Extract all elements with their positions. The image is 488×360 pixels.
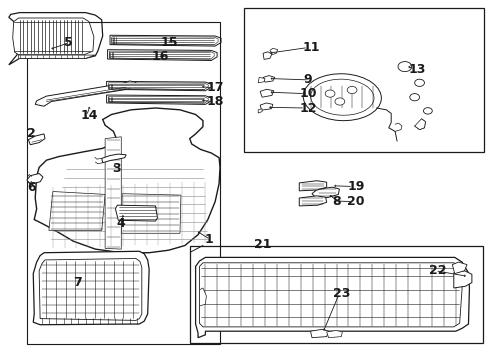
Polygon shape — [102, 154, 126, 163]
Polygon shape — [260, 103, 272, 110]
Text: 16: 16 — [151, 50, 169, 63]
Polygon shape — [108, 96, 208, 103]
Circle shape — [423, 108, 431, 114]
Polygon shape — [414, 119, 425, 130]
Ellipse shape — [303, 74, 381, 121]
Polygon shape — [260, 89, 273, 97]
Polygon shape — [326, 330, 342, 338]
Polygon shape — [13, 18, 94, 55]
Polygon shape — [106, 95, 211, 104]
Text: 20: 20 — [346, 195, 364, 208]
Polygon shape — [9, 13, 102, 65]
Text: 5: 5 — [63, 36, 72, 49]
Polygon shape — [33, 251, 149, 325]
Polygon shape — [108, 83, 208, 90]
Text: 18: 18 — [206, 95, 224, 108]
Polygon shape — [27, 174, 43, 184]
Circle shape — [325, 90, 334, 97]
Polygon shape — [106, 81, 211, 91]
Polygon shape — [263, 76, 274, 82]
Polygon shape — [110, 35, 221, 46]
Circle shape — [346, 86, 356, 94]
Circle shape — [397, 62, 411, 72]
Text: 3: 3 — [112, 162, 121, 175]
Polygon shape — [299, 196, 326, 206]
Polygon shape — [107, 50, 217, 60]
Polygon shape — [34, 108, 220, 253]
Polygon shape — [453, 271, 471, 288]
Text: 21: 21 — [254, 238, 271, 251]
Polygon shape — [258, 77, 264, 83]
Text: 7: 7 — [73, 276, 82, 289]
Polygon shape — [49, 192, 105, 230]
Bar — [189, 246, 482, 343]
Polygon shape — [311, 187, 339, 199]
Text: 19: 19 — [346, 180, 364, 193]
Text: 8: 8 — [332, 195, 341, 208]
Polygon shape — [19, 55, 95, 58]
Ellipse shape — [310, 79, 373, 115]
Text: 15: 15 — [160, 36, 178, 49]
Text: 10: 10 — [299, 87, 316, 100]
Polygon shape — [39, 258, 142, 320]
Bar — [27, 22, 220, 344]
Text: 6: 6 — [27, 181, 36, 194]
Text: 4: 4 — [116, 217, 125, 230]
Circle shape — [414, 79, 424, 86]
Polygon shape — [112, 37, 218, 45]
Text: 12: 12 — [299, 102, 316, 114]
Text: 22: 22 — [428, 264, 446, 277]
Polygon shape — [310, 329, 328, 338]
Text: 23: 23 — [333, 287, 350, 300]
Text: 1: 1 — [204, 233, 213, 246]
Text: 11: 11 — [302, 41, 319, 54]
Polygon shape — [109, 51, 214, 59]
Polygon shape — [121, 194, 181, 233]
Text: 17: 17 — [206, 81, 224, 94]
Circle shape — [409, 94, 419, 101]
Polygon shape — [105, 137, 121, 249]
Polygon shape — [115, 205, 157, 221]
Polygon shape — [299, 181, 326, 191]
Text: 2: 2 — [27, 127, 36, 140]
Polygon shape — [263, 52, 271, 59]
Polygon shape — [269, 48, 277, 55]
Polygon shape — [258, 109, 262, 113]
Text: 9: 9 — [303, 73, 311, 86]
Polygon shape — [195, 257, 468, 338]
Polygon shape — [199, 263, 461, 327]
Circle shape — [334, 98, 344, 105]
Polygon shape — [28, 134, 45, 145]
Bar — [244, 8, 483, 152]
Text: 14: 14 — [81, 109, 98, 122]
Polygon shape — [35, 81, 136, 106]
Polygon shape — [199, 288, 206, 306]
Text: 13: 13 — [407, 63, 425, 76]
Polygon shape — [451, 262, 466, 274]
